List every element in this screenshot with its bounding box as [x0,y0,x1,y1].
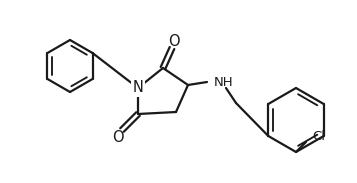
Text: Cl: Cl [312,130,325,143]
Text: NH: NH [214,76,233,89]
Text: O: O [168,35,180,49]
Text: N: N [132,81,144,96]
Text: O: O [112,130,124,145]
